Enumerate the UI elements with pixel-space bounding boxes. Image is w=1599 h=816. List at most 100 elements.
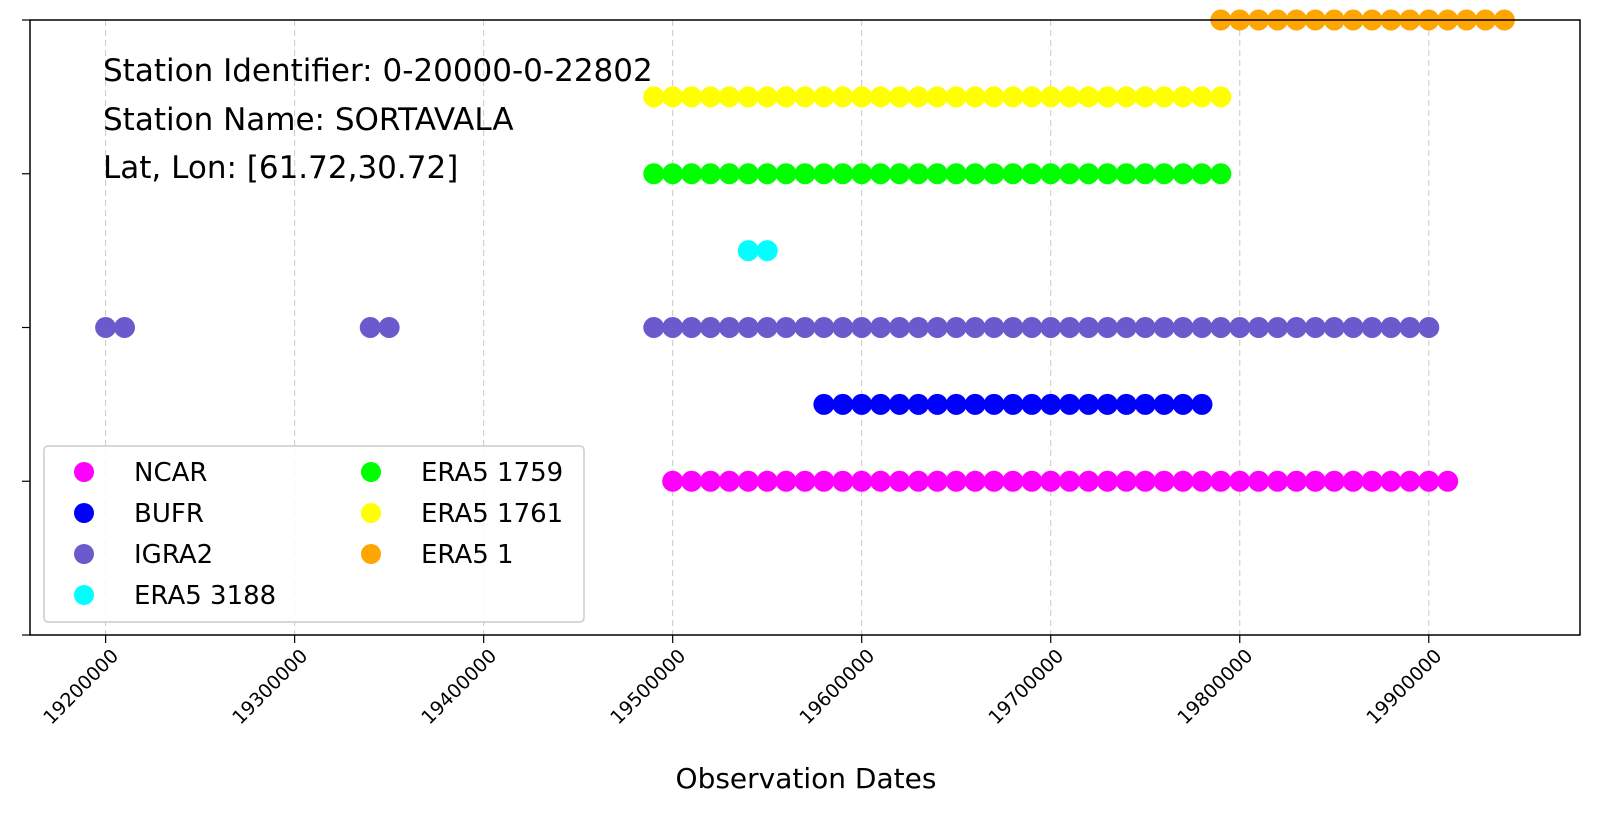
legend-label: ERA5 1761 bbox=[421, 499, 563, 529]
data-point bbox=[794, 317, 816, 338]
data-point bbox=[1096, 470, 1118, 492]
data-point bbox=[813, 86, 835, 108]
data-point bbox=[926, 470, 948, 492]
data-point bbox=[1059, 470, 1081, 492]
data-point bbox=[1002, 317, 1024, 338]
data-point bbox=[907, 470, 929, 492]
legend: NCAR BUFR IGRA2 ERA5 3188 ERA5 1759 ERA5 1761… bbox=[43, 445, 585, 623]
legend-marker bbox=[74, 462, 94, 482]
data-point bbox=[794, 86, 816, 108]
data-point bbox=[699, 470, 721, 492]
data-point bbox=[114, 317, 136, 338]
data-point bbox=[1096, 86, 1118, 108]
data-point bbox=[756, 86, 778, 108]
data-point bbox=[1002, 163, 1024, 185]
data-point bbox=[1115, 393, 1137, 415]
legend-label: ERA5 1759 bbox=[421, 458, 563, 488]
data-point bbox=[907, 317, 929, 338]
data-point bbox=[681, 317, 703, 338]
data-point bbox=[718, 317, 740, 338]
data-point bbox=[983, 470, 1005, 492]
data-point bbox=[1021, 163, 1043, 185]
data-point bbox=[1191, 393, 1213, 415]
data-point bbox=[1021, 470, 1043, 492]
data-points bbox=[95, 9, 1515, 492]
data-point bbox=[1418, 470, 1440, 492]
data-point bbox=[737, 86, 759, 108]
data-point bbox=[1361, 317, 1383, 338]
data-point bbox=[1002, 393, 1024, 415]
data-point bbox=[1134, 86, 1156, 108]
x-tick-label: 19700000 bbox=[984, 645, 1068, 729]
data-point bbox=[907, 86, 929, 108]
data-point bbox=[851, 163, 873, 185]
data-point bbox=[832, 317, 854, 338]
data-point bbox=[775, 470, 797, 492]
data-point bbox=[1399, 317, 1421, 338]
data-point bbox=[832, 470, 854, 492]
data-point bbox=[945, 163, 967, 185]
data-point bbox=[1285, 470, 1307, 492]
annotation-line-3: Lat, Lon: [61.72,30.72] bbox=[103, 150, 458, 186]
data-point bbox=[926, 317, 948, 338]
legend-marker bbox=[74, 585, 94, 605]
data-point bbox=[662, 317, 684, 338]
legend-label: NCAR bbox=[134, 458, 207, 488]
x-axis-label: Observation Dates bbox=[676, 762, 937, 795]
legend-marker bbox=[361, 544, 381, 564]
data-point bbox=[870, 163, 892, 185]
data-point bbox=[1134, 317, 1156, 338]
data-point bbox=[964, 470, 986, 492]
data-point bbox=[889, 86, 911, 108]
data-point bbox=[1210, 86, 1232, 108]
data-point bbox=[662, 163, 684, 185]
data-point bbox=[1096, 163, 1118, 185]
data-point bbox=[1248, 470, 1270, 492]
data-point bbox=[794, 163, 816, 185]
data-point bbox=[983, 317, 1005, 338]
data-point bbox=[1134, 470, 1156, 492]
data-point bbox=[662, 86, 684, 108]
data-point bbox=[1021, 393, 1043, 415]
data-point bbox=[983, 163, 1005, 185]
data-point bbox=[1210, 317, 1232, 338]
legend-entry: ERA5 3188 bbox=[74, 581, 276, 611]
plot-frame bbox=[29, 19, 1581, 636]
legend-entry: IGRA2 bbox=[74, 540, 213, 570]
data-point bbox=[889, 470, 911, 492]
data-point bbox=[1115, 86, 1137, 108]
series-era5-1 bbox=[1210, 9, 1515, 31]
data-point bbox=[1172, 86, 1194, 108]
data-point bbox=[756, 470, 778, 492]
x-tick-label: 19600000 bbox=[795, 645, 879, 729]
data-point bbox=[813, 163, 835, 185]
series-igra2 bbox=[95, 317, 1440, 338]
data-point bbox=[1078, 470, 1100, 492]
data-point bbox=[378, 317, 400, 338]
data-point bbox=[1191, 470, 1213, 492]
data-point bbox=[1267, 317, 1289, 338]
data-point bbox=[1078, 317, 1100, 338]
series-ncar bbox=[662, 470, 1459, 492]
x-axis-ticks: 19200000 19300000 19400000 19500000 19600000… bbox=[39, 635, 1446, 729]
data-point bbox=[1078, 86, 1100, 108]
data-point bbox=[1059, 163, 1081, 185]
data-point bbox=[681, 163, 703, 185]
data-point bbox=[1040, 317, 1062, 338]
data-point bbox=[813, 393, 835, 415]
data-point bbox=[889, 317, 911, 338]
data-point bbox=[889, 163, 911, 185]
data-point bbox=[945, 317, 967, 338]
data-point bbox=[1115, 163, 1137, 185]
data-point bbox=[1002, 86, 1024, 108]
data-point bbox=[926, 86, 948, 108]
data-point bbox=[718, 163, 740, 185]
data-point bbox=[1059, 393, 1081, 415]
series-era5-3188 bbox=[737, 240, 778, 262]
x-tick-label: 19900000 bbox=[1362, 645, 1446, 729]
data-point bbox=[1172, 317, 1194, 338]
data-point bbox=[964, 163, 986, 185]
data-point bbox=[718, 86, 740, 108]
data-point bbox=[95, 317, 117, 338]
data-point bbox=[1134, 163, 1156, 185]
